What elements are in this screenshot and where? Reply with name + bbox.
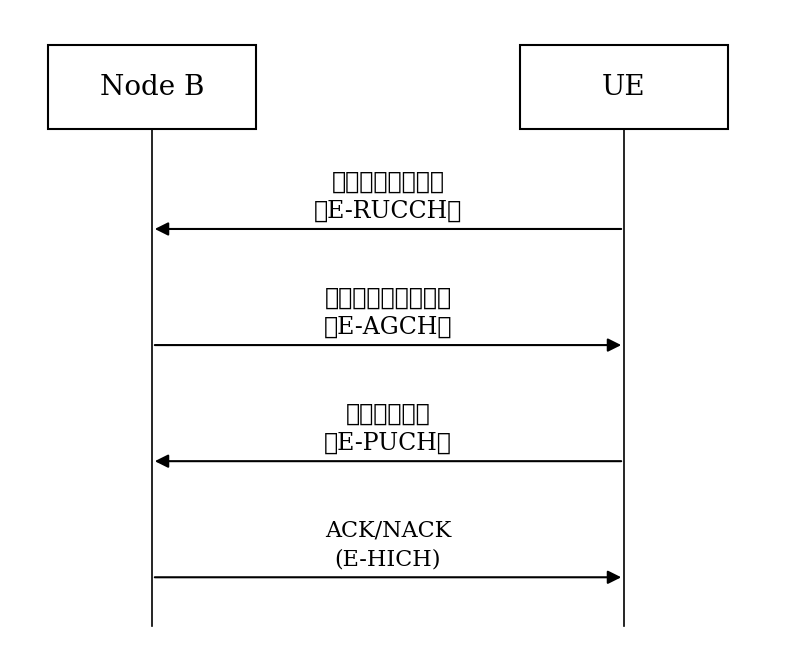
Text: （E-AGCH）: （E-AGCH）	[324, 315, 452, 339]
Text: 增强随机接入请求: 增强随机接入请求	[331, 170, 445, 194]
Bar	[520, 45, 728, 129]
Text: (E-HICH): (E-HICH)	[334, 549, 442, 571]
Text: Node B: Node B	[100, 74, 204, 101]
Bar	[48, 45, 256, 129]
Text: （E-PUCH）: （E-PUCH）	[324, 432, 452, 455]
Text: 上行增强数据: 上行增强数据	[346, 402, 430, 426]
Text: 资源功率等配置消息: 资源功率等配置消息	[325, 286, 451, 310]
Text: UE: UE	[602, 74, 646, 101]
Text: ACK/NACK: ACK/NACK	[325, 520, 451, 542]
Text: （E-RUCCH）: （E-RUCCH）	[314, 199, 462, 223]
